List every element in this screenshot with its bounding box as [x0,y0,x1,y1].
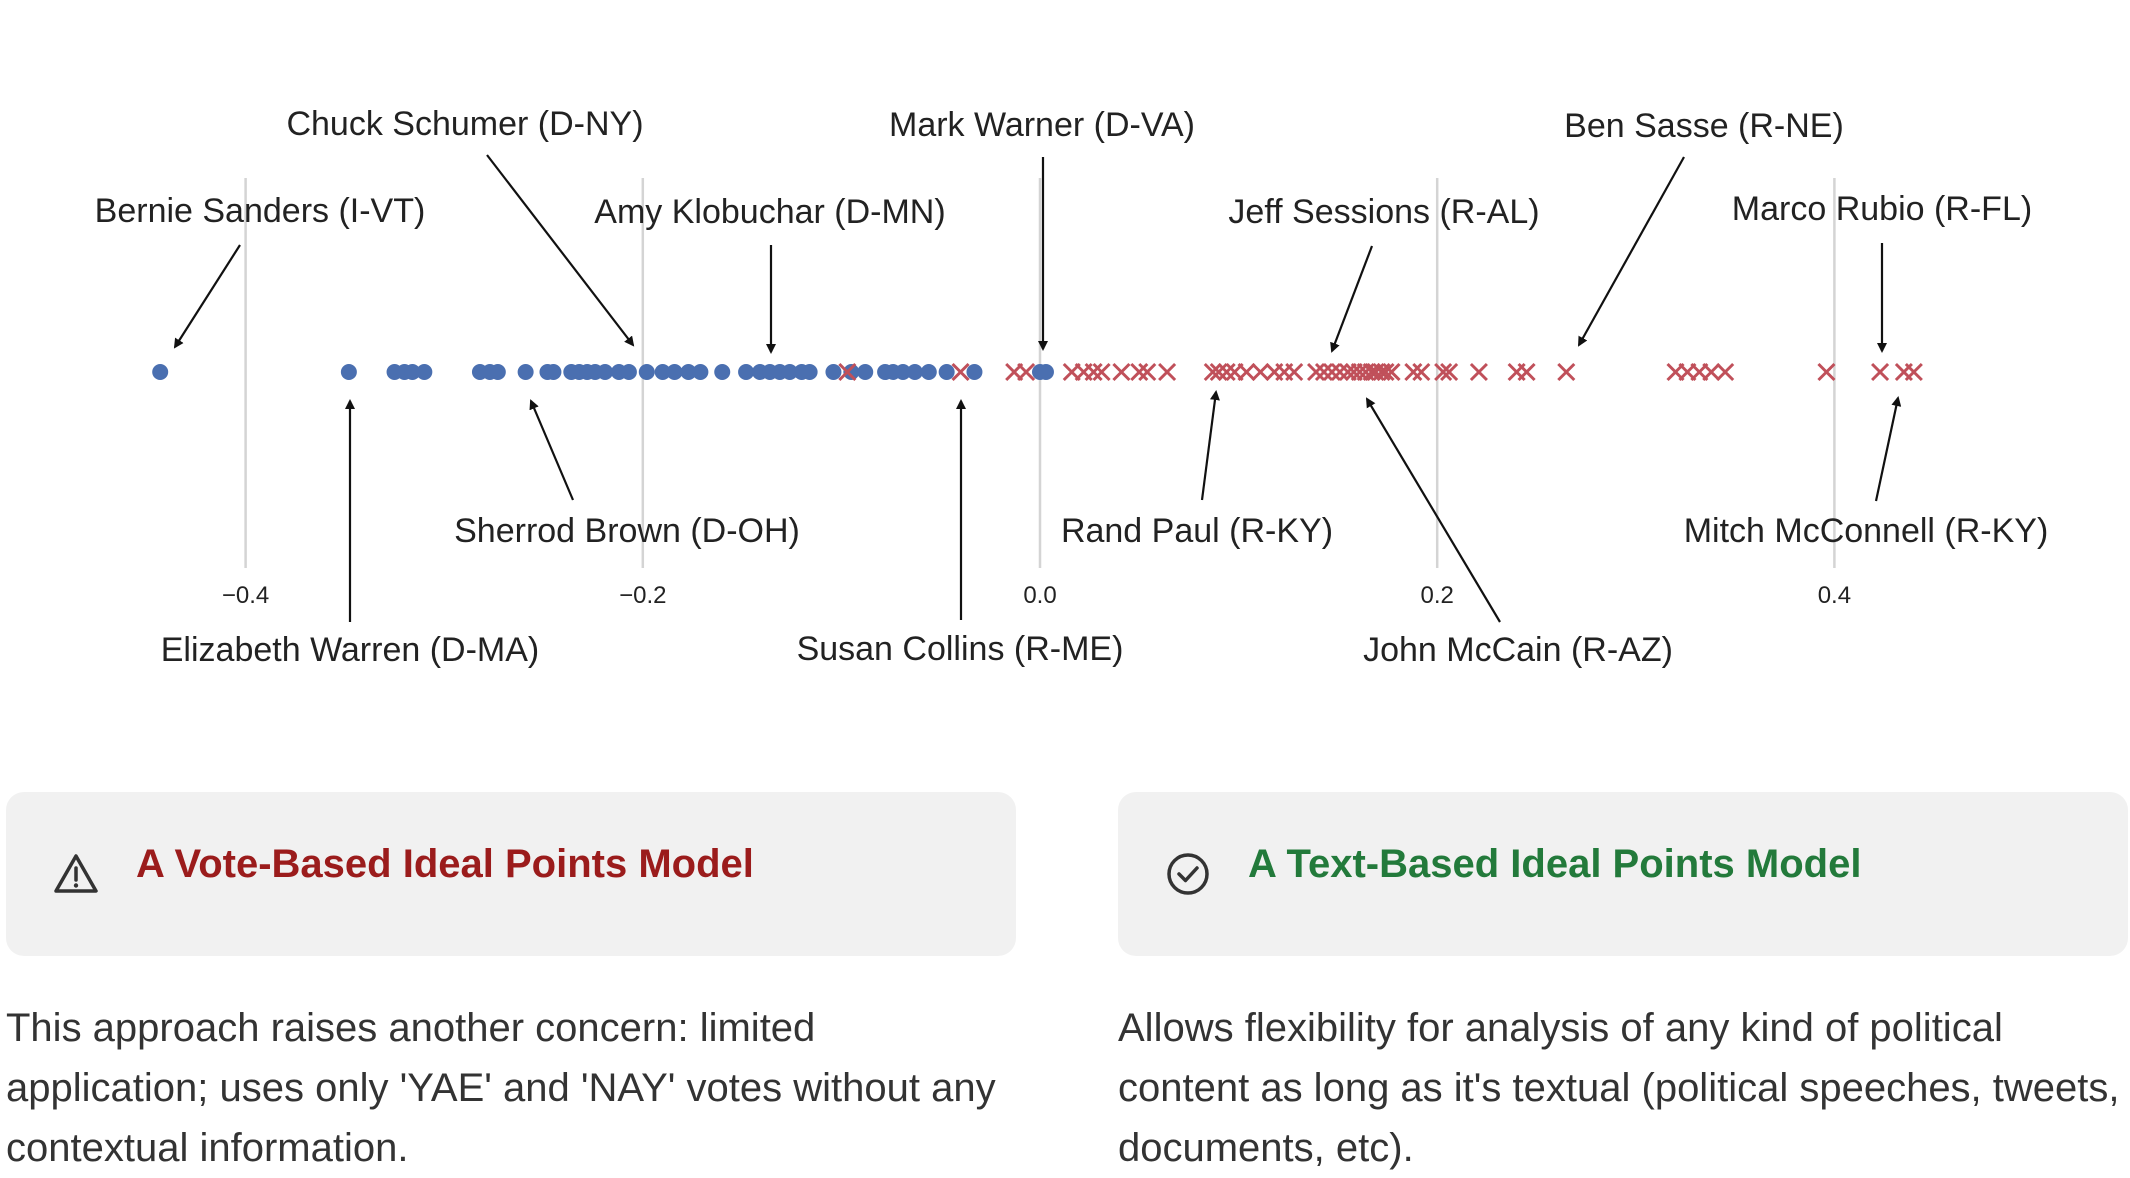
annotation-label: Chuck Schumer (D-NY) [286,105,643,143]
data-point-circle [1037,364,1054,380]
text-based-callout: A Text-Based Ideal Points Model [1118,792,2128,956]
annotation-label: Mitch McConnell (R-KY) [1684,512,2049,550]
data-point-cross [1404,362,1423,382]
data-point-circle [894,364,911,380]
data-point-cross [1469,362,1488,382]
data-point-cross [1251,362,1270,382]
data-point-cross [1412,362,1431,382]
data-point-cross [1285,362,1304,382]
data-point-cross [1330,362,1349,382]
x-tick-label: 0.2 [1421,582,1454,609]
data-point-cross [1158,362,1177,382]
annotation-arrow [1365,397,1501,623]
data-point-cross [1084,362,1103,382]
data-point-circle [781,364,798,380]
data-point-circle [801,364,818,380]
data-point-cross [1314,362,1334,382]
data-point-cross [1817,362,1836,382]
data-point-circle [666,364,683,380]
data-point-cross [1871,362,1890,382]
data-point-circle [152,364,169,380]
data-point-circle [416,364,433,380]
data-point-circle [920,364,937,380]
data-point-circle [620,364,637,380]
annotation-arrow [486,154,635,347]
x-tick-label: 0.0 [1023,582,1056,609]
annotation-arrow [529,399,575,501]
ideal-points-chart: −0.4 −0.2 0.0 0.2 0.4 Bernie Sanders (I-VT) C… [95,105,2049,669]
data-point-cross [1237,362,1256,382]
data-point-cross [1130,362,1149,382]
data-point-circle [857,364,874,380]
data-point-cross [1904,362,1923,382]
text-based-title: A Text-Based Ideal Points Model [1248,842,1862,886]
data-point-circle [714,364,731,380]
data-point-cross [1702,362,1721,382]
data-point-circle [517,364,534,380]
data-point-cross [1138,362,1157,382]
data-point-cross [1382,362,1401,382]
data-point-cross [1112,362,1131,382]
annotation-label: Mark Warner (D-VA) [889,106,1195,144]
data-point-circle [938,364,955,380]
data-point-circle [638,364,655,380]
data-point-cross [1716,362,1735,382]
data-point-cross [1517,362,1536,382]
annotation-label: Susan Collins (R-ME) [797,630,1124,668]
annotation-arrow [1874,396,1902,502]
x-tick-label: 0.4 [1818,582,1851,609]
data-point-circle [825,364,842,380]
annotation-label: Marco Rubio (R-FL) [1732,190,2032,228]
annotation-label: John McCain (R-AZ) [1363,631,1673,669]
vote-based-title: A Vote-Based Ideal Points Model [136,842,754,886]
annotation-label: Jeff Sessions (R-AL) [1228,193,1539,231]
data-point-cross [1209,362,1228,382]
data-point-cross [1440,362,1459,382]
data-point-cross [1306,362,1326,382]
data-point-circle [843,364,860,380]
data-point-circle [906,364,923,380]
data-point-circle [738,364,755,380]
data-point-circle [404,364,421,380]
annotation-label: Sherrod Brown (D-OH) [454,512,800,550]
data-point-circle [545,364,562,380]
data-point-circle [489,364,506,380]
data-point-cross [1092,362,1111,382]
text-based-description: Allows flexibility for analysis of any k… [1118,1006,2120,1170]
data-point-circle [692,364,709,380]
annotation-label: Bernie Sanders (I-VT) [95,192,426,230]
vote-based-callout: A Vote-Based Ideal Points Model [6,792,1016,956]
data-point-cross [1557,362,1576,382]
warning-triangle-icon [54,854,98,893]
x-tick-label: −0.2 [619,582,666,609]
data-point-cross [1376,362,1395,382]
data-point-cross [1322,362,1342,382]
check-circle-icon [1167,853,1209,895]
data-point-cross [1217,362,1236,382]
annotation-label: Elizabeth Warren (D-MA) [161,631,539,669]
annotation-label: Amy Klobuchar (D-MN) [594,193,945,231]
annotation-label: Rand Paul (R-KY) [1061,512,1333,550]
data-point-circle [966,364,983,380]
annotation-arrow [173,244,241,349]
data-point-circle [340,364,357,380]
data-point-cross [838,362,857,382]
annotation-arrow [1578,156,1685,347]
data-point-cross [1017,362,1036,382]
data-point-cross [951,362,970,382]
annotation-label: Ben Sasse (R-NE) [1564,107,1844,145]
annotation-arrow [1330,245,1374,353]
x-tick-label: −0.4 [222,582,269,609]
data-point-cross [1203,362,1222,382]
data-point-circle [654,364,671,380]
data-point-circle [680,364,697,380]
data-point-cross [1434,362,1453,382]
data-point-circle [597,364,614,380]
vote-based-description: This approach raises another concern: li… [6,1006,996,1170]
annotation-arrow [1200,390,1220,501]
